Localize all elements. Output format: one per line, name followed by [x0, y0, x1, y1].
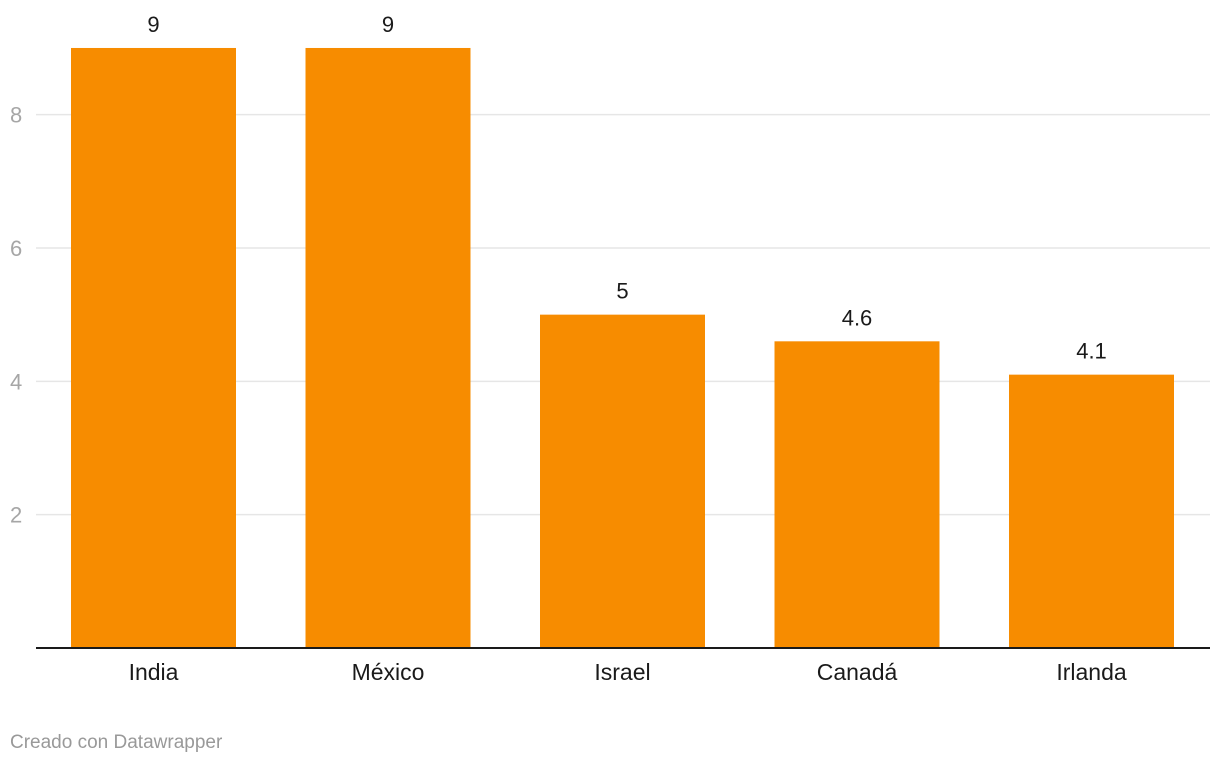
x-axis-categories: India México Israel Canadá Irlanda — [129, 659, 1127, 685]
bars — [71, 47, 1174, 649]
bar[interactable] — [71, 47, 236, 649]
y-tick-label: 6 — [10, 236, 22, 261]
datawrapper-credit[interactable]: Creado con Datawrapper — [10, 732, 223, 753]
x-category-label: India — [129, 659, 179, 685]
x-category-label: Canadá — [817, 659, 898, 685]
y-tick-label: 4 — [10, 369, 22, 394]
bar[interactable] — [774, 341, 940, 648]
bar[interactable] — [1009, 374, 1174, 648]
bar-value-label: 4.6 — [842, 305, 873, 330]
x-category-label: Irlanda — [1056, 659, 1127, 685]
bar[interactable] — [305, 47, 471, 649]
bar[interactable] — [540, 314, 705, 648]
y-axis-ticks: 2 4 6 8 — [10, 103, 22, 528]
bar-value-label: 9 — [147, 12, 159, 37]
value-labels: 9 9 5 4.6 4.1 — [147, 12, 1106, 364]
bar-value-label: 9 — [382, 12, 394, 37]
bar-value-label: 5 — [616, 279, 628, 304]
x-category-label: México — [352, 659, 425, 685]
y-tick-label: 2 — [10, 503, 22, 528]
x-category-label: Israel — [594, 659, 650, 685]
y-tick-label: 8 — [10, 103, 22, 128]
bar-value-label: 4.1 — [1076, 339, 1107, 364]
